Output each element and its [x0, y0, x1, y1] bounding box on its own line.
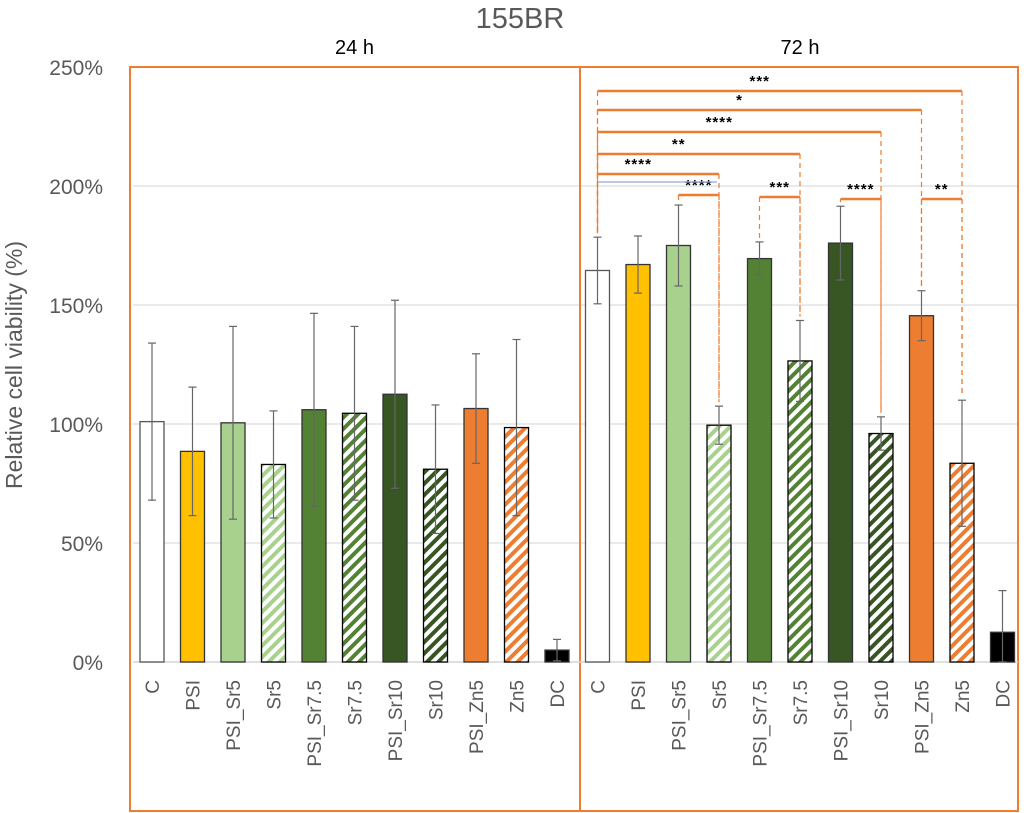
bar-72h-PSI_Zn5 — [908, 315, 935, 663]
x-tick-label: PSI_Sr10 — [832, 680, 853, 761]
bar-72h-PSI_Sr10 — [827, 242, 854, 663]
y-tick-label: 250% — [49, 57, 103, 80]
bar-72h-C — [584, 269, 611, 663]
chart-title: 155BR — [476, 3, 565, 35]
bar-72h-Sr5 — [706, 424, 732, 663]
significance-label: **** — [625, 156, 652, 173]
significance-label: **** — [847, 181, 874, 198]
significance-label: **** — [685, 177, 712, 194]
x-tick-label: PSI_Sr7.5 — [751, 680, 772, 767]
y-tick-label: 0% — [73, 652, 103, 675]
bar-72h-Sr7.5 — [787, 360, 813, 663]
x-tick-label: C — [143, 680, 164, 694]
y-axis-label: Relative cell viability (%) — [1, 241, 27, 489]
panel-72h-frame — [579, 66, 1019, 812]
x-tick-label: PSI_Zn5 — [913, 680, 934, 754]
x-tick-label: DC — [994, 680, 1015, 707]
x-tick-label: Sr10 — [427, 680, 448, 720]
group-label: 72 h — [781, 37, 820, 59]
y-tick-label: 200% — [49, 176, 103, 199]
x-tick-label: Sr5 — [265, 680, 286, 710]
significance-label: *** — [749, 73, 770, 90]
x-tick-label: DC — [548, 680, 569, 707]
x-tick-label: Zn5 — [508, 680, 529, 713]
x-tick-label: PSI — [184, 680, 205, 711]
bar-72h-PSI — [625, 263, 651, 663]
y-tick-label: 100% — [49, 414, 103, 437]
group-label: 24 h — [335, 37, 374, 59]
x-tick-label: Sr7.5 — [791, 680, 812, 725]
x-tick-label: Sr7.5 — [346, 680, 367, 725]
x-tick-label: C — [589, 680, 610, 694]
bar-72h-PSI_Sr5 — [665, 244, 692, 663]
significance-label: * — [736, 92, 743, 109]
y-tick-label: 50% — [61, 533, 103, 556]
x-tick-label: PSI_Sr7.5 — [305, 680, 326, 767]
bar-72h-Sr10 — [868, 432, 894, 663]
bar-72h-PSI_Sr7.5 — [746, 257, 773, 663]
x-tick-label: Sr5 — [710, 680, 731, 710]
significance-label: ** — [935, 181, 949, 198]
x-tick-label: PSI_Sr10 — [386, 680, 407, 761]
y-tick-label: 150% — [49, 295, 103, 318]
significance-label: *** — [769, 179, 790, 196]
x-tick-label: Zn5 — [953, 680, 974, 713]
x-tick-label: PSI_Sr5 — [224, 680, 245, 751]
x-tick-label: PSI — [629, 680, 650, 711]
x-tick-label: Sr10 — [872, 680, 893, 720]
significance-label: ** — [672, 136, 686, 153]
x-tick-label: PSI_Sr5 — [670, 680, 691, 751]
significance-label: **** — [706, 114, 733, 131]
x-tick-label: PSI_Zn5 — [467, 680, 488, 754]
